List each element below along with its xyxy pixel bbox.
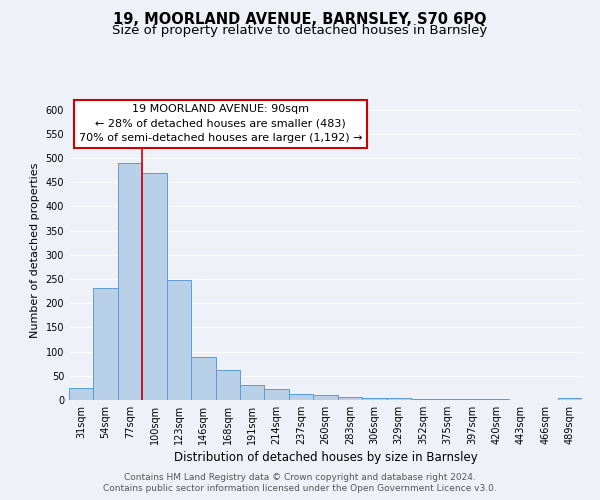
Bar (191, 358, 215, 400)
Bar (411, 398, 436, 400)
Bar (436, 399, 460, 400)
Text: Size of property relative to detached houses in Barnsley: Size of property relative to detached ho… (112, 24, 488, 37)
Y-axis label: Number of detached properties: Number of detached properties (30, 162, 40, 338)
Bar (313, 395, 338, 400)
Bar (142, 172, 167, 400)
Bar (118, 163, 142, 400)
Text: 19 MOORLAND AVENUE: 90sqm
← 28% of detached houses are smaller (483)
70% of semi: 19 MOORLAND AVENUE: 90sqm ← 28% of detac… (79, 104, 362, 144)
Bar (240, 386, 265, 400)
Bar (69, 388, 94, 400)
Bar (167, 280, 191, 400)
X-axis label: Distribution of detached houses by size in Barnsley: Distribution of detached houses by size … (173, 451, 478, 464)
Bar (557, 398, 582, 400)
Bar (460, 399, 484, 400)
Text: Contains HM Land Registry data © Crown copyright and database right 2024.: Contains HM Land Registry data © Crown c… (124, 472, 476, 482)
Bar (484, 399, 509, 400)
Bar (386, 398, 411, 400)
Bar (338, 396, 362, 400)
Bar (215, 370, 240, 400)
Bar (265, 390, 289, 400)
Bar (289, 394, 313, 400)
Text: 19, MOORLAND AVENUE, BARNSLEY, S70 6PQ: 19, MOORLAND AVENUE, BARNSLEY, S70 6PQ (113, 12, 487, 28)
Bar (94, 288, 118, 400)
Text: Contains public sector information licensed under the Open Government Licence v3: Contains public sector information licen… (103, 484, 497, 493)
Bar (362, 398, 386, 400)
